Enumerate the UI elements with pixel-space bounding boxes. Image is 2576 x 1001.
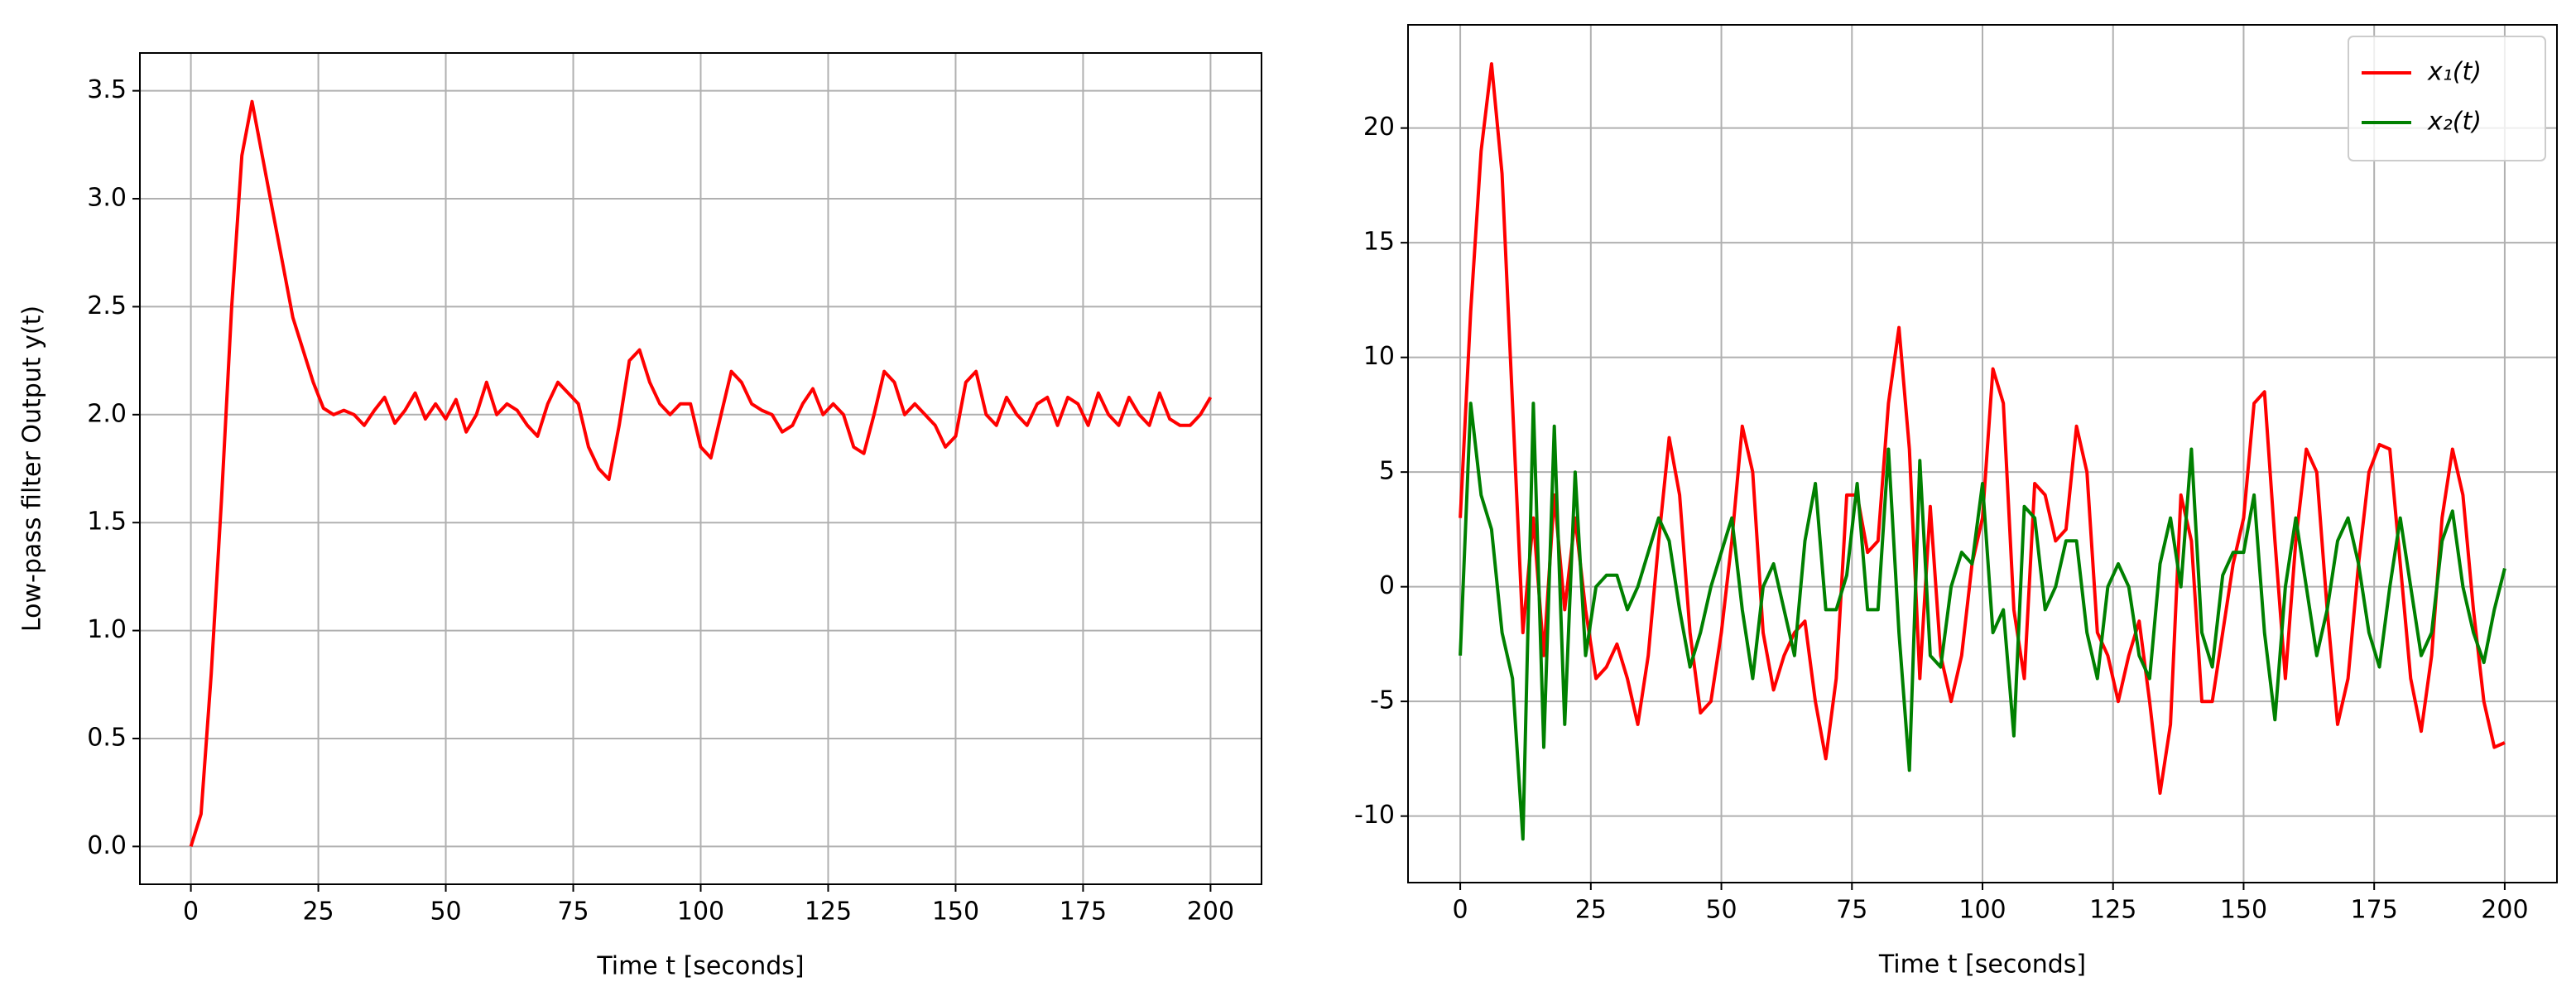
x-axis-label: Time t [seconds] <box>1878 950 2086 979</box>
y-tick-label: 0.0 <box>87 831 127 860</box>
x-tick-label: 175 <box>1060 898 1107 926</box>
legend-label: x₂(t) <box>2427 108 2482 137</box>
x-tick-label: 125 <box>805 898 852 926</box>
data-line <box>1459 62 2506 795</box>
x-tick-label: 150 <box>932 898 979 926</box>
legend-label: x₁(t) <box>2427 58 2482 87</box>
x-tick-label: 150 <box>2220 896 2267 925</box>
x-tick-label: 100 <box>1958 896 2006 925</box>
y-tick-label: 5 <box>1379 457 1395 486</box>
data-line <box>1459 402 2506 841</box>
x-tick-label: 125 <box>2089 896 2136 925</box>
y-tick-label: 0 <box>1379 571 1395 600</box>
axes-frame <box>139 52 1262 885</box>
y-tick-label: 2.0 <box>87 399 127 428</box>
x-tick-label: 175 <box>2351 896 2398 925</box>
x-tick-label: 0 <box>183 898 199 926</box>
chart: 0 25 50 75 100 125 150 175 200 -10 -5 0 5 10 15 20 Time … <box>1354 24 2558 979</box>
y-tick-label: -10 <box>1354 801 1395 830</box>
y-tick-label: 1.5 <box>87 508 127 537</box>
y-tick-label: 0.5 <box>87 723 127 752</box>
x-tick-label: 25 <box>302 898 334 926</box>
x-tick-label: 75 <box>557 898 589 926</box>
data-line <box>189 99 1213 847</box>
y-tick-label: -5 <box>1370 686 1395 715</box>
x-tick-label: 100 <box>677 898 724 926</box>
axes-frame <box>1407 24 2558 883</box>
x-tick-label: 0 <box>1453 896 1468 925</box>
legend-box <box>2348 36 2546 161</box>
x-tick-label: 25 <box>1575 896 1607 925</box>
y-tick-label: 15 <box>1363 228 1395 257</box>
y-tick-label: 3.0 <box>87 184 127 213</box>
y-tick-label: 10 <box>1363 342 1395 371</box>
y-tick-label: 20 <box>1363 113 1395 142</box>
x-tick-label: 50 <box>1705 896 1737 925</box>
x-tick-label: 50 <box>430 898 461 926</box>
x-tick-label: 200 <box>1187 898 1234 926</box>
y-tick-label: 1.0 <box>87 615 127 644</box>
y-tick-label: 2.5 <box>87 291 127 320</box>
chart: 0 25 50 75 100 125 150 175 200 0.0 0.5 1.0 1.5 2.0 2.5… <box>18 52 1262 981</box>
y-axis-label: Low-pass filter Output y(t) <box>18 306 47 632</box>
y-tick-label: 3.5 <box>87 75 127 104</box>
x-tick-label: 200 <box>2481 896 2528 925</box>
x-axis-label: Time t [seconds] <box>596 952 804 981</box>
x-tick-label: 75 <box>1836 896 1867 925</box>
